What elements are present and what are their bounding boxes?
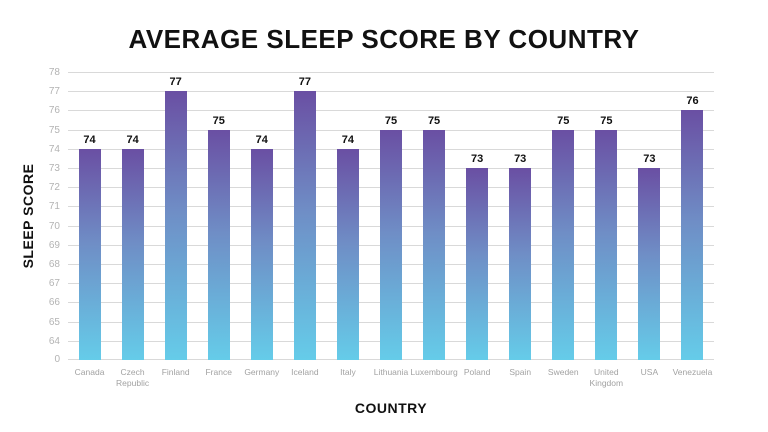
bar-value-label: 74 — [255, 133, 268, 146]
y-tick-label: 70 — [48, 221, 60, 232]
y-tick-label: 77 — [48, 86, 60, 97]
bar-value-label: 75 — [427, 114, 441, 127]
category-label: Germany — [244, 367, 280, 377]
category-label: Spain — [509, 367, 532, 377]
y-tick-label: 74 — [48, 144, 60, 155]
bar — [78, 148, 101, 360]
bar — [207, 129, 230, 360]
category-label: Lithuania — [373, 367, 409, 377]
y-tick-label: 65 — [48, 317, 60, 328]
bar — [121, 148, 144, 360]
bar-value-label: 73 — [471, 153, 484, 165]
bar-value-label: 77 — [169, 76, 182, 89]
y-tick-label: 64 — [48, 336, 60, 347]
bar — [595, 129, 618, 360]
bar-value-label: 77 — [298, 76, 311, 89]
bar-value-label: 75 — [212, 114, 225, 127]
y-tick-label: 78 — [48, 67, 60, 78]
bar — [509, 168, 532, 360]
bar — [380, 129, 402, 360]
bar-value-label: 74 — [341, 133, 355, 146]
category-label: Sweden — [547, 367, 579, 377]
bar-value-label: 75 — [600, 114, 613, 127]
chart-title: AVERAGE SLEEP SCORE BY COUNTRY — [128, 24, 640, 54]
category-label: Czech Republic — [116, 367, 150, 389]
y-tick-label: 76 — [48, 105, 60, 116]
category-label: France — [205, 367, 232, 377]
category-label: Finland — [161, 367, 190, 377]
bar — [336, 148, 359, 360]
category-label: Luxembourg — [410, 367, 458, 377]
category-label: Canada — [74, 367, 105, 377]
y-tick-label: 0 — [54, 354, 60, 365]
bar-value-label: 73 — [514, 153, 527, 165]
bar — [466, 168, 489, 360]
y-tick-label: 75 — [48, 125, 60, 136]
bar — [552, 129, 575, 360]
gridline — [68, 72, 714, 73]
bar-value-label: 76 — [686, 95, 699, 108]
category-label: United Kingdom — [589, 367, 624, 389]
plot-area: 78 77 76 75 74 73 72 71 70 69 68 67 66 65 64 0 74 Canada 7… — [49, 67, 714, 388]
category-label: Iceland — [291, 367, 319, 377]
y-tick-label: 73 — [48, 163, 60, 174]
bar — [164, 91, 187, 360]
y-tick-label: 66 — [48, 297, 60, 308]
y-tick-label: 72 — [48, 182, 60, 193]
bar — [423, 129, 446, 360]
bar-value-label: 75 — [384, 114, 398, 127]
bar — [638, 168, 661, 360]
category-label: USA — [640, 367, 659, 377]
y-tick-label: 67 — [48, 278, 60, 289]
bar — [293, 91, 316, 360]
gridline — [68, 110, 714, 111]
y-tick-label: 71 — [48, 201, 60, 212]
y-axis-title: SLEEP SCORE — [20, 163, 36, 269]
category-label: Venezuela — [672, 367, 713, 377]
bar — [250, 148, 273, 360]
bar-value-label: 75 — [557, 114, 570, 127]
bar-value-label: 74 — [126, 133, 139, 146]
x-axis-title: COUNTRY — [354, 400, 428, 416]
category-label: Poland — [463, 367, 491, 377]
bar — [681, 110, 704, 360]
gridline — [68, 91, 714, 92]
bar-value-label: 73 — [643, 153, 656, 165]
category-label: Italy — [340, 367, 356, 377]
bar-value-label: 74 — [83, 133, 96, 146]
y-tick-label: 69 — [48, 240, 60, 251]
y-tick-label: 68 — [48, 259, 60, 270]
